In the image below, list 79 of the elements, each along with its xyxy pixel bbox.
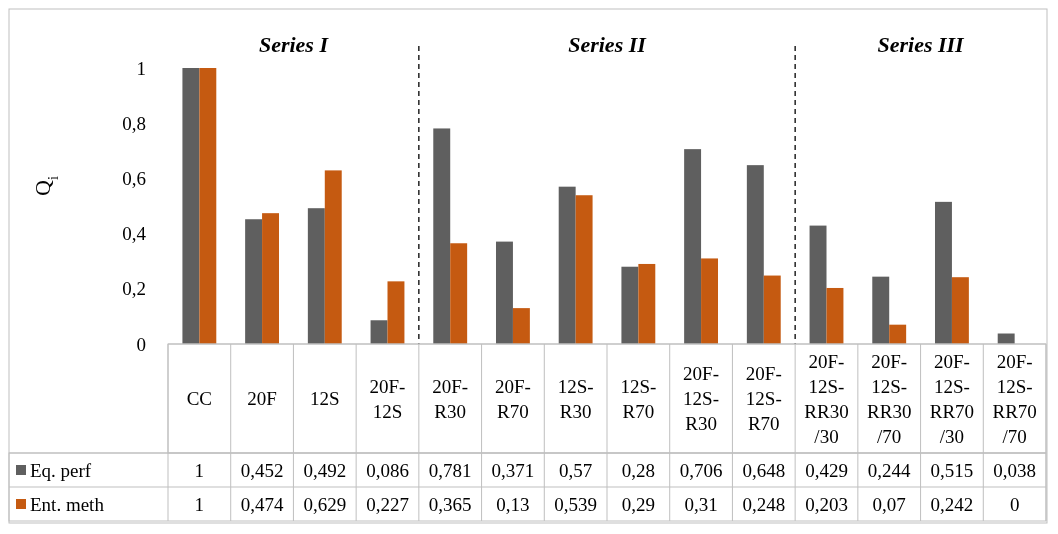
bar (245, 219, 263, 344)
bar (512, 308, 530, 344)
bar (763, 275, 781, 344)
legend-label: Eq. perf (30, 459, 92, 481)
x-tick-label: 20F (247, 388, 277, 410)
data-label: 0,474 (240, 493, 284, 515)
bar (746, 165, 764, 344)
data-label: 0,29 (621, 493, 655, 515)
bar (951, 277, 969, 344)
bar (872, 276, 890, 344)
y-tick-label: 0,8 (122, 112, 146, 134)
data-label: 1 (194, 493, 205, 515)
data-label: 0,07 (872, 493, 906, 515)
data-label: 0,365 (428, 493, 472, 515)
data-label: 0,371 (491, 459, 535, 481)
bar (433, 128, 451, 344)
x-tick-label: 12S-R30 (557, 375, 594, 422)
bar (370, 320, 388, 344)
data-label: 0,781 (428, 459, 472, 481)
bar (575, 195, 593, 344)
x-tick-label: 20F-12S (369, 375, 406, 422)
bar (558, 186, 576, 344)
y-tick-label: 0,4 (122, 223, 147, 245)
data-label: 0,452 (240, 459, 284, 481)
x-tick-label: CC (186, 388, 213, 410)
bar (621, 266, 639, 344)
bar (889, 324, 907, 344)
text: Series III (877, 32, 966, 57)
bar (701, 258, 718, 344)
data-label: 0,629 (303, 493, 347, 515)
data-label: 0,242 (930, 493, 974, 515)
text: Series I (258, 32, 330, 57)
data-label: 0,203 (805, 493, 848, 515)
x-tick-label: 20F-R30 (432, 375, 469, 422)
y-tick-label: 1 (136, 57, 146, 79)
x-tick-label: 20F-12S-RR30/70 (867, 350, 912, 447)
data-label: 1 (194, 459, 205, 481)
data-label: 0,227 (366, 493, 409, 515)
bar (809, 225, 827, 344)
data-label: 0,248 (742, 493, 786, 515)
bar (935, 201, 952, 344)
data-label: 0,13 (496, 493, 530, 515)
data-label: 0,31 (684, 493, 718, 515)
bar (450, 243, 468, 344)
y-tick-label: 0,6 (122, 168, 146, 190)
bar (307, 208, 325, 344)
bar (496, 241, 513, 344)
data-label: 0,539 (554, 493, 598, 515)
bar (387, 281, 405, 344)
bar (826, 287, 844, 344)
data-label: 0,429 (805, 459, 848, 481)
bar (684, 149, 702, 344)
bar (262, 213, 279, 344)
data-label: 0,648 (742, 459, 786, 481)
bar (638, 263, 656, 344)
x-tick-label: 20F-12S-RR70/70 (992, 350, 1037, 447)
data-label: 0,086 (366, 459, 409, 481)
y-tick-label: 0 (136, 333, 146, 355)
data-label: 0,515 (930, 459, 974, 481)
x-tick-label: 20F-12S-RR30/30 (804, 350, 849, 447)
x-tick-label: 12S-R70 (620, 375, 657, 422)
x-tick-label: 20F-12S-R70 (745, 363, 782, 435)
data-label: 0,492 (303, 459, 347, 481)
bar (182, 68, 200, 344)
data-label: 0,244 (867, 459, 912, 481)
bar (199, 68, 217, 344)
y-tick-label: 0,2 (122, 278, 146, 300)
data-label: 0,706 (679, 459, 723, 481)
data-label: 0,57 (559, 459, 593, 481)
bar (324, 170, 342, 344)
text: Series II (568, 32, 648, 57)
data-label: 0 (1009, 493, 1020, 515)
x-tick-label: 12S (310, 388, 340, 410)
data-label: 0,28 (621, 459, 655, 481)
x-tick-label: 20F-12S-R30 (683, 363, 720, 435)
legend-label: Ent. meth (30, 493, 105, 515)
x-tick-label: 20F-R70 (494, 375, 531, 422)
data-label: 0,038 (993, 459, 1037, 481)
x-tick-label: 20F-12S-RR70/30 (929, 350, 975, 447)
